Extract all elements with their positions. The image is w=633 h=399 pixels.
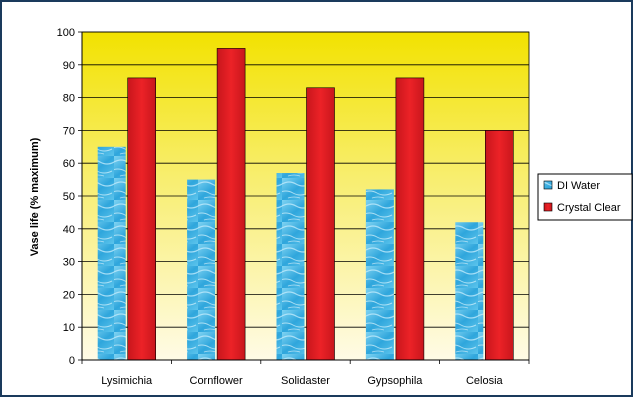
legend-box — [537, 173, 633, 221]
axes — [78, 31, 530, 364]
y-tick-label: 90 — [63, 60, 75, 72]
bars — [97, 48, 514, 361]
bar-di-water-celosia — [455, 222, 484, 360]
y-tick-label: 10 — [63, 322, 75, 334]
y-tick-label: 0 — [69, 355, 75, 367]
y-tick-label: 100 — [57, 27, 75, 39]
bar-di-water-cornflower — [187, 179, 216, 360]
y-tick-label: 80 — [63, 93, 75, 105]
legend-swatch-crystal-clear — [543, 202, 553, 212]
category-label: Lysimichia — [101, 375, 153, 387]
legend: DI Water Crystal Clear — [537, 173, 633, 221]
bar-crystal-clear-lysimichia — [127, 77, 156, 361]
category-label: Gypsophila — [367, 375, 423, 387]
bar-crystal-clear-solidaster — [306, 87, 335, 361]
bar-crystal-clear-cornflower — [216, 48, 246, 361]
category-labels: Lysimichia Cornflower Solidaster Gypsophila… — [101, 375, 503, 387]
y-tick-label: 60 — [63, 158, 75, 170]
legend-label-crystal-clear: Crystal Clear — [557, 202, 621, 214]
y-axis-label: Vase life (% maximum) — [29, 137, 41, 256]
bar-di-water-lysimichia — [97, 146, 126, 360]
y-tick-label: 40 — [63, 224, 75, 236]
bar-di-water-gypsophila — [365, 189, 394, 360]
y-tick-labels: 0 10 20 30 40 50 60 70 80 90 100 — [57, 27, 75, 367]
category-label: Cornflower — [190, 375, 244, 387]
legend-item-crystal-clear: Crystal Clear — [543, 202, 621, 214]
legend-label-di-water: DI Water — [557, 180, 600, 192]
legend-swatch-di-water — [543, 180, 553, 190]
bar-di-water-solidaster — [276, 173, 305, 360]
bar-crystal-clear-celosia — [484, 130, 514, 361]
y-tick-label: 70 — [63, 125, 75, 137]
y-tick-label: 20 — [63, 289, 75, 301]
y-tick-label: 50 — [63, 191, 75, 203]
y-tick-label: 30 — [63, 257, 75, 269]
bar-crystal-clear-gypsophila — [395, 77, 425, 361]
category-label: Solidaster — [281, 375, 330, 387]
legend-item-di-water: DI Water — [543, 180, 600, 192]
category-label: Celosia — [466, 375, 504, 387]
plot-border — [81, 31, 530, 361]
